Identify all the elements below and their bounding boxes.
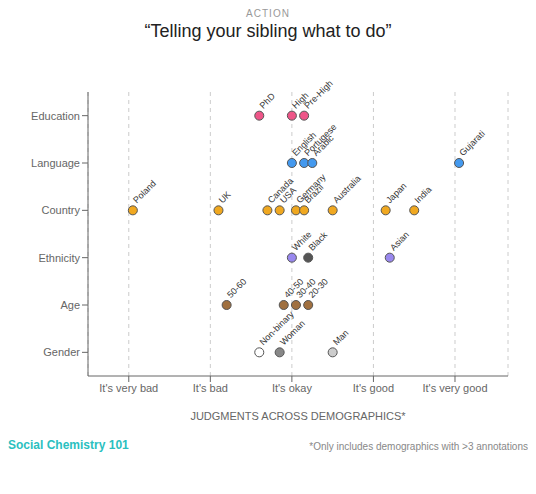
svg-text:20-30: 20-30 — [307, 277, 330, 300]
svg-text:It's very good: It's very good — [422, 382, 487, 394]
svg-text:PhD: PhD — [258, 91, 278, 111]
svg-text:Brazil: Brazil — [302, 182, 325, 205]
svg-text:Pre-High: Pre-High — [302, 78, 334, 110]
svg-text:JUDGMENTS ACROSS DEMOGRAPHICS*: JUDGMENTS ACROSS DEMOGRAPHICS* — [190, 410, 406, 422]
svg-text:High: High — [290, 90, 311, 111]
svg-text:Age: Age — [60, 299, 80, 311]
svg-text:Ethnicity: Ethnicity — [38, 252, 80, 264]
svg-text:50-60: 50-60 — [225, 277, 248, 300]
svg-text:It's okay: It's okay — [272, 382, 313, 394]
svg-text:Japan: Japan — [384, 181, 408, 205]
svg-text:Country: Country — [41, 204, 80, 216]
svg-text:Germany: Germany — [294, 172, 328, 206]
svg-text:White: White — [290, 229, 314, 253]
svg-text:India: India — [413, 184, 434, 205]
svg-text:40-50: 40-50 — [282, 276, 306, 300]
svg-text:It's good: It's good — [353, 382, 394, 394]
svg-text:Gender: Gender — [43, 346, 80, 358]
svg-text:Education: Education — [31, 110, 80, 122]
svg-text:Portugese: Portugese — [302, 122, 338, 158]
html-text:Social Chemistry 101: Social Chemistry 101 — [8, 438, 129, 452]
html-text:“Telling your sibling what to: “Telling your sibling what to do” — [144, 21, 392, 41]
svg-text:Black: Black — [307, 230, 330, 253]
svg-text:Woman: Woman — [278, 318, 307, 347]
svg-text:Man: Man — [331, 328, 350, 347]
svg-text:Australia: Australia — [331, 173, 363, 205]
svg-text:Asian: Asian — [388, 230, 411, 253]
svg-text:It's bad: It's bad — [193, 382, 228, 394]
svg-text:It's very bad: It's very bad — [99, 382, 158, 394]
svg-text:UK: UK — [217, 189, 233, 205]
svg-text:Gujarati: Gujarati — [457, 129, 486, 158]
svg-text:Non-binary: Non-binary — [257, 309, 296, 348]
svg-text:30-40: 30-40 — [294, 276, 318, 300]
svg-text:Language: Language — [31, 157, 80, 169]
svg-text:USA: USA — [278, 185, 298, 205]
html-text:*Only includes demographics wi: *Only includes demographics with >3 anno… — [309, 441, 528, 452]
html-text:ACTION: ACTION — [246, 8, 290, 19]
svg-text:Poland: Poland — [131, 178, 158, 205]
svg-text:Arabic: Arabic — [311, 132, 336, 157]
svg-text:English: English — [290, 129, 319, 158]
svg-text:Canada: Canada — [265, 175, 296, 206]
